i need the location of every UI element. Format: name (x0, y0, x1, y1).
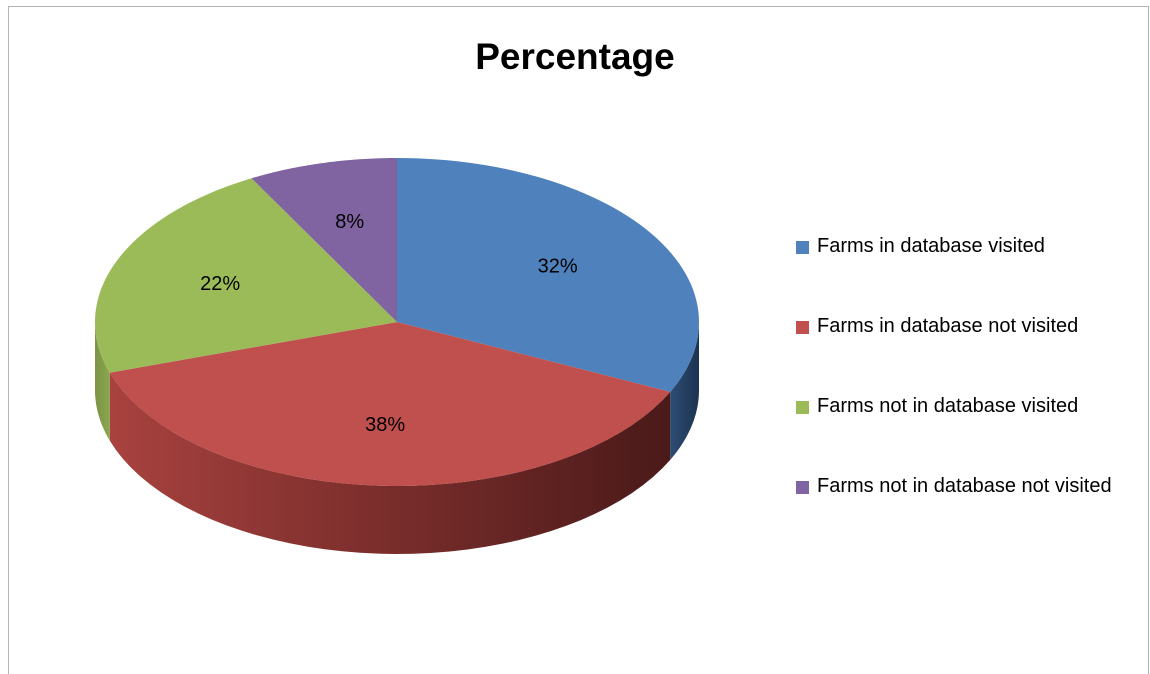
pie-top (95, 158, 699, 486)
data-label: 8% (335, 211, 364, 233)
pie-labels: 32% 38% 22% 8% (200, 211, 578, 436)
data-label: 38% (365, 414, 405, 436)
pie-slice-farms-in-db-visited (397, 158, 699, 392)
legend-swatch (796, 241, 809, 254)
pie-sides (95, 322, 699, 554)
pie-slice-farms-not-in-db-not-visited (251, 158, 397, 322)
legend-swatch (796, 401, 809, 414)
legend-swatch (796, 481, 809, 494)
legend-swatch (796, 321, 809, 334)
pie-slice-farms-not-in-db-visited-side (95, 322, 110, 441)
legend-label: Farms not in database visited (817, 395, 1079, 417)
legend-label: Farms in database visited (817, 235, 1045, 257)
pie-slice-farms-in-db-not-visited-side (109, 372, 671, 554)
legend-item: Farms in database visited (796, 226, 1146, 306)
data-label: 22% (200, 273, 240, 295)
legend-label: Farms in database not visited (817, 315, 1079, 337)
legend-item: Farms in database not visited (796, 306, 1146, 386)
data-label: 32% (538, 256, 578, 278)
pie-slice-farms-not-in-db-visited (95, 178, 397, 373)
legend-item: Farms not in database not visited (796, 466, 1146, 546)
pie-slice-farms-in-db-visited-side (670, 322, 699, 460)
pie-slice-farms-in-db-not-visited (109, 322, 671, 486)
chart-title: Percentage (475, 36, 675, 77)
legend: Farms in database visited Farms in datab… (796, 226, 1146, 546)
legend-label: Farms not in database not visited (817, 475, 1112, 497)
legend-item: Farms not in database visited (796, 386, 1146, 466)
